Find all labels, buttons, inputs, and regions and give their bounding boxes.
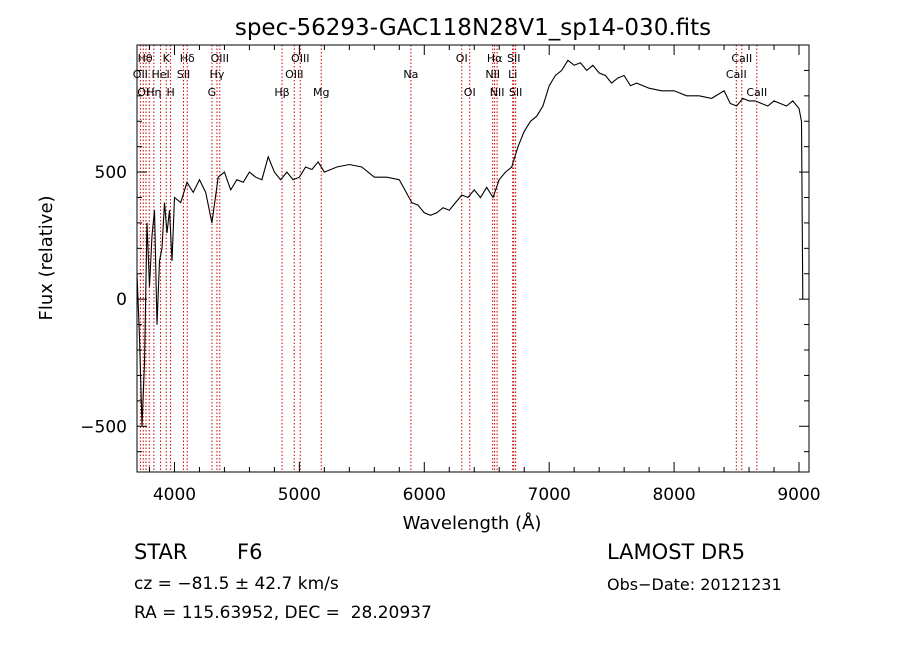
spectral-line-label: Hγ — [210, 68, 225, 81]
spectral-line-label: OI — [137, 86, 149, 99]
y-axis-label: Flux (relative) — [36, 195, 57, 320]
spectral-line-label: Hα — [487, 52, 503, 65]
x-tick-label: 5000 — [278, 485, 321, 505]
spectral-line-label: SII — [507, 52, 520, 65]
spectral-line-label: HeI — [151, 68, 169, 81]
plot-frame — [136, 44, 810, 473]
spectral-line-label: Hδ — [180, 52, 195, 65]
spectral-line-label: Mg — [313, 86, 329, 99]
spectral-line-label: CaII — [731, 52, 752, 65]
spectral-line-label: Hθ — [138, 52, 153, 65]
spectral-line-label: OIII — [211, 52, 229, 65]
spectral-line-label: OIII — [285, 68, 303, 81]
x-tick-label: 6000 — [403, 485, 446, 505]
spectral-line-label: Hη — [146, 86, 161, 99]
spectral-line-label: Li — [508, 68, 517, 81]
spectral-line-markers — [139, 45, 758, 472]
object-subclass: F6 — [237, 540, 263, 564]
y-tick-label: 500 — [95, 163, 127, 183]
flux-line — [136, 59, 804, 427]
spectral-line-label: CaII — [746, 86, 767, 99]
survey-name: LAMOST DR5 — [607, 540, 746, 564]
x-tick-label: 8000 — [652, 485, 695, 505]
x-tick-label: 9000 — [777, 485, 820, 505]
x-tick-label: 7000 — [528, 485, 571, 505]
y-tick-label: −500 — [80, 417, 127, 437]
spectral-line-label: K — [163, 52, 171, 65]
spectral-line-label: OIII — [291, 52, 309, 65]
axis-ticks: 4000 5000 6000 7000 8000 9000 −500 0 500 — [80, 45, 821, 505]
x-tick-label: 4000 — [153, 485, 196, 505]
spectral-line-label: Na — [403, 68, 418, 81]
coordinates: RA = 115.63952, DEC = 28.20937 — [134, 603, 432, 623]
object-class: STAR — [134, 540, 188, 564]
spectral-line-label: SII — [509, 86, 522, 99]
y-tick-label: 0 — [116, 290, 127, 310]
spectral-line-label: OI — [464, 86, 476, 99]
spectral-line-label: SII — [177, 68, 190, 81]
flux-series — [136, 59, 804, 427]
spectral-line-label: NII — [485, 68, 500, 81]
spectral-line-label: CaII — [726, 68, 747, 81]
observation-date: Obs−Date: 20121231 — [607, 575, 782, 594]
chart-title: spec-56293-GAC118N28V1_sp14-030.fits — [235, 15, 711, 41]
spectral-line-label: OI — [456, 52, 468, 65]
x-axis-label: Wavelength (Å) — [403, 512, 542, 534]
spectral-line-label: NII — [490, 86, 505, 99]
spectral-line-label: Hβ — [274, 86, 289, 99]
spectral-line-label: H — [166, 86, 174, 99]
redshift-velocity: cz = −81.5 ± 42.7 km/s — [134, 574, 339, 594]
spectral-line-label: G — [208, 86, 217, 99]
